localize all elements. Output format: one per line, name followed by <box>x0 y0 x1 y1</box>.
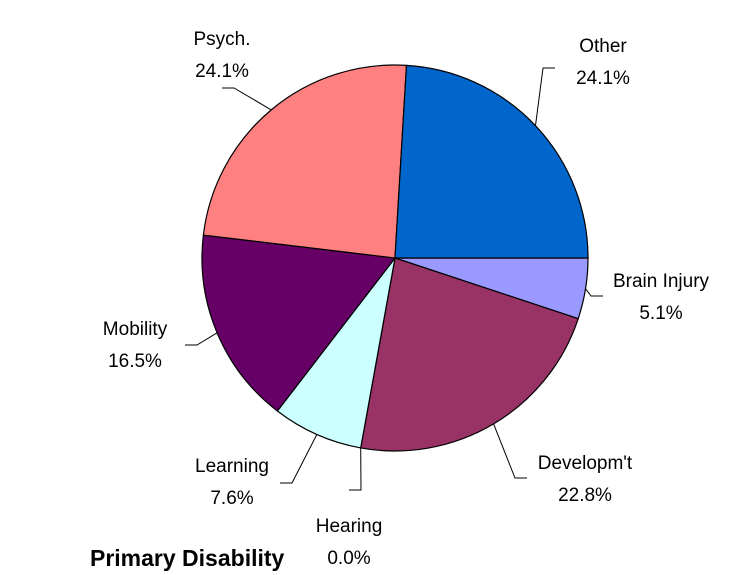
leader-line <box>222 87 272 111</box>
slice-value-label: 0.0% <box>327 548 370 569</box>
slice-label: Other <box>579 36 627 57</box>
leader-line <box>349 447 362 491</box>
slice-label: Psych. <box>193 29 250 50</box>
slice-label: Learning <box>195 456 269 477</box>
pie-slice <box>394 64 589 259</box>
leader-line <box>185 332 218 346</box>
slice-label: Hearing <box>316 516 383 537</box>
slice-label: Developm't <box>538 453 633 474</box>
chart-title: Primary Disability <box>90 545 285 571</box>
slice-value-label: 22.8% <box>558 485 612 506</box>
leader-line <box>534 67 555 126</box>
leader-line <box>280 434 318 484</box>
slice-label: Brain Injury <box>613 271 710 292</box>
slice-value-label: 24.1% <box>195 61 249 82</box>
slice-value-label: 16.5% <box>108 351 162 372</box>
pie-slice <box>359 257 579 452</box>
leader-line <box>585 288 603 297</box>
slice-value-label: 7.6% <box>210 488 253 509</box>
pie-slice <box>202 64 408 259</box>
slice-value-label: 24.1% <box>576 68 630 89</box>
leader-line <box>493 423 527 479</box>
slice-label: Mobility <box>103 319 168 340</box>
slice-value-label: 5.1% <box>639 303 682 324</box>
